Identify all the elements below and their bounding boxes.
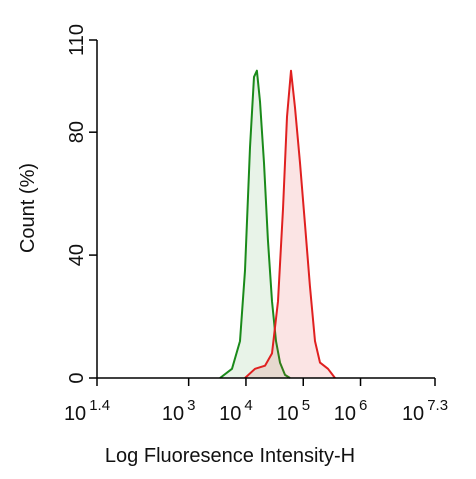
series-line [244, 69, 336, 379]
x-tick-base: 10 [276, 403, 298, 425]
x-tick-label: 10 4 [219, 397, 253, 425]
y-tick-label: 0 [66, 372, 88, 383]
x-tick-label: 10 6 [334, 397, 368, 425]
x-tick-exponent: 5 [302, 397, 310, 414]
x-tick-base: 10 [402, 403, 424, 425]
x-tick-label: 10 7.3 [402, 397, 448, 425]
y-tick-label: 110 [66, 24, 88, 56]
x-tick-label: 10 5 [276, 397, 310, 425]
y-tick-label: 40 [66, 244, 88, 266]
x-tick-exponent: 4 [244, 397, 252, 414]
x-tick-label: 10 1.4 [64, 397, 110, 425]
series-area [220, 70, 290, 378]
x-tick-label: 10 3 [162, 397, 196, 425]
x-tick-exponent: 3 [187, 397, 195, 414]
x-tick-base: 10 [162, 403, 184, 425]
x-tick-base: 10 [334, 403, 356, 425]
y-axis-label: Count (%) [17, 163, 39, 253]
y-tick-label: 80 [66, 121, 88, 143]
series-area [245, 70, 335, 378]
series-line [219, 69, 291, 379]
x-tick-base: 10 [64, 403, 86, 425]
x-tick-exponent: 7.3 [427, 397, 448, 414]
x-tick-exponent: 1.4 [89, 397, 110, 414]
x-tick-base: 10 [219, 403, 241, 425]
x-tick-exponent: 6 [359, 397, 367, 414]
x-axis-label: Log Fluoresence Intensity-H [105, 445, 355, 467]
